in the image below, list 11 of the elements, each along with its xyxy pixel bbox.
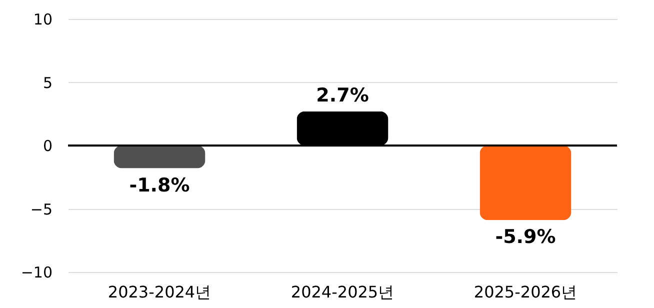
y-tick-label: −5 xyxy=(30,200,52,218)
y-tick-label: 0 xyxy=(42,137,52,155)
data-label: -5.9% xyxy=(495,226,556,248)
x-tick-label: 2025-2026년 xyxy=(474,282,578,302)
x-tick-label: 2024-2025년 xyxy=(290,282,394,302)
x-tick-label: 2023-2024년 xyxy=(108,282,212,302)
y-tick-label: −10 xyxy=(20,264,52,282)
y-tick-label: 5 xyxy=(42,74,52,92)
y-tick-label: 10 xyxy=(33,10,52,28)
data-label: -1.8% xyxy=(129,174,190,196)
data-label: 2.7% xyxy=(316,84,369,106)
